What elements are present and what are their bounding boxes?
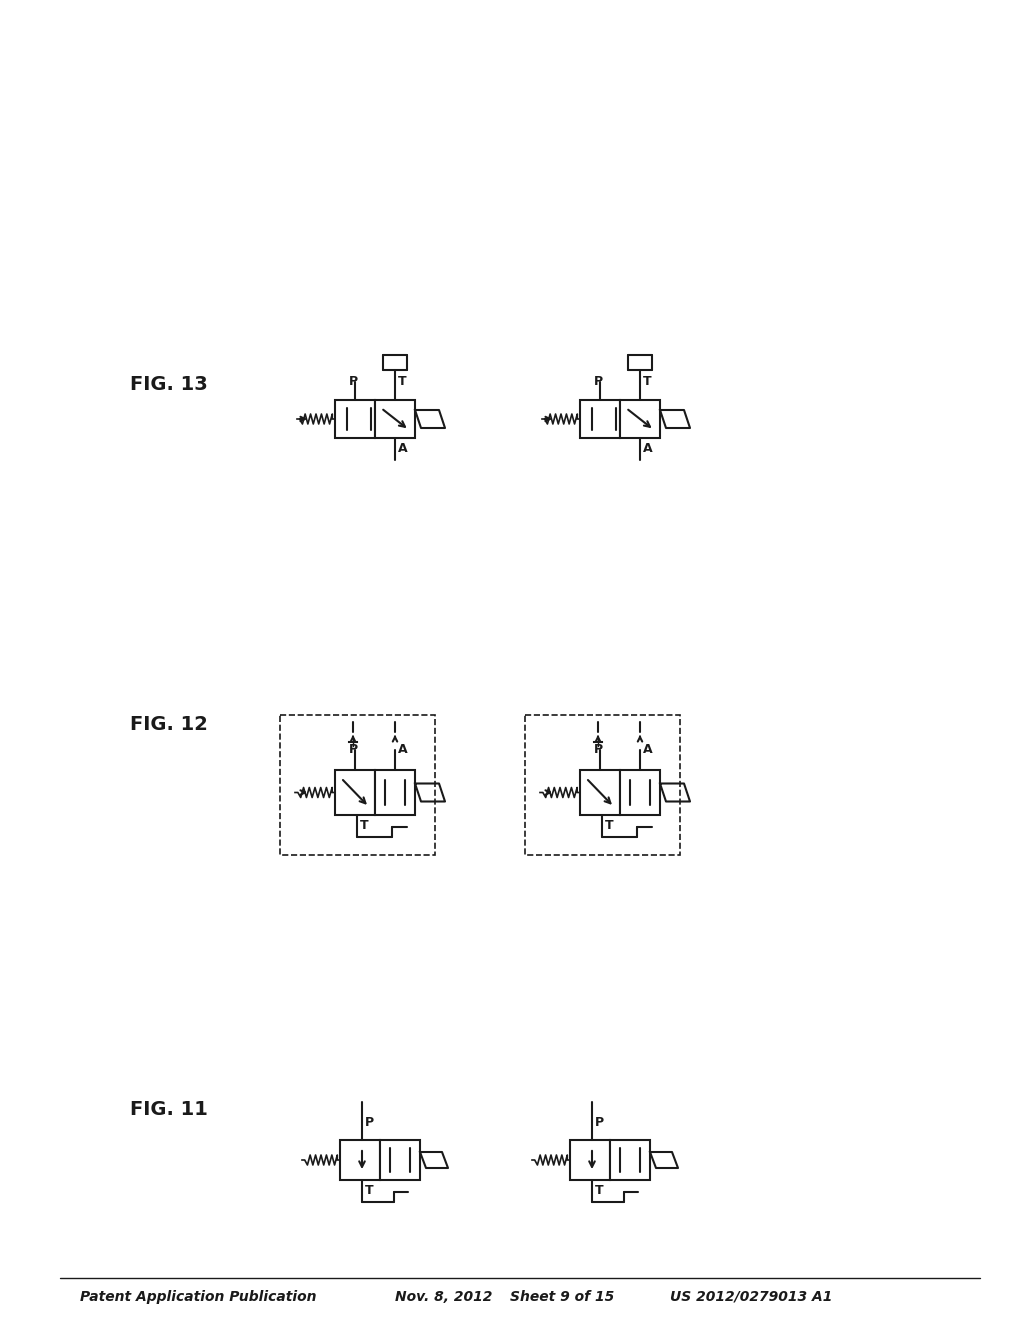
Text: FIG. 13: FIG. 13 [130,375,208,393]
Bar [570,1140,610,1180]
Text: A: A [643,442,652,455]
Bar [525,715,680,855]
Text: P: P [365,1115,374,1129]
Text: P: P [595,1115,604,1129]
Text: FIG. 11: FIG. 11 [130,1100,208,1119]
Text: US 2012/0279013 A1: US 2012/0279013 A1 [670,1290,833,1304]
Bar [620,400,660,438]
Text: A: A [398,743,408,756]
Text: T: T [398,375,407,388]
Text: T: T [595,1184,603,1197]
Bar [375,770,415,814]
Bar [620,770,660,814]
Text: P: P [594,743,603,756]
Text: Sheet 9 of 15: Sheet 9 of 15 [510,1290,614,1304]
Text: P: P [349,375,358,388]
Text: A: A [398,442,408,455]
Bar [375,400,415,438]
Text: P: P [594,375,603,388]
Bar [340,1140,380,1180]
Bar [610,1140,650,1180]
Text: T: T [360,818,369,832]
Bar [335,770,375,814]
Text: P: P [349,743,358,756]
Bar [280,715,435,855]
Bar [580,770,620,814]
Text: Nov. 8, 2012: Nov. 8, 2012 [395,1290,493,1304]
Text: T: T [605,818,613,832]
Bar [380,1140,420,1180]
Bar [580,400,620,438]
Text: T: T [365,1184,374,1197]
Bar [335,400,375,438]
Text: Patent Application Publication: Patent Application Publication [80,1290,316,1304]
Text: FIG. 12: FIG. 12 [130,715,208,734]
Text: A: A [643,743,652,756]
Text: T: T [643,375,651,388]
